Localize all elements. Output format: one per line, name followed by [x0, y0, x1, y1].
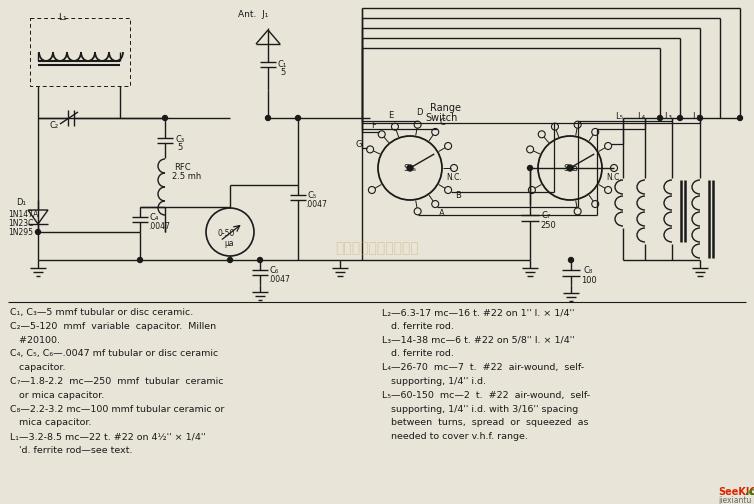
Circle shape [569, 258, 574, 263]
Text: C: C [439, 117, 445, 127]
Text: 100: 100 [581, 276, 596, 285]
Circle shape [678, 115, 682, 120]
Text: μa: μa [224, 239, 234, 248]
Text: Switch: Switch [425, 113, 458, 123]
Text: 1N147A: 1N147A [8, 210, 38, 219]
Circle shape [657, 115, 663, 120]
Text: C₃: C₃ [175, 135, 184, 144]
Text: G: G [356, 140, 363, 149]
Text: capacitor.: capacitor. [10, 363, 66, 372]
Text: C₈—2.2-3.2 mc—100 mmf tubular ceramic or: C₈—2.2-3.2 mc—100 mmf tubular ceramic or [10, 405, 225, 414]
Text: L₂: L₂ [692, 112, 700, 121]
Text: C₆: C₆ [270, 266, 279, 275]
Text: L₃: L₃ [664, 112, 672, 121]
Text: or mica capacitor.: or mica capacitor. [10, 391, 104, 400]
Text: between  turns,  spread  or  squeezed  as: between turns, spread or squeezed as [382, 418, 589, 427]
Text: L₁: L₁ [58, 13, 66, 22]
Circle shape [163, 115, 167, 120]
Text: 0-50: 0-50 [218, 229, 235, 238]
Text: C₂—5-120  mmf  variable  capacitor.  Millen: C₂—5-120 mmf variable capacitor. Millen [10, 322, 216, 331]
Text: L₃—14-38 mc—6 t. #22 on 5/8'' l. × 1/4'': L₃—14-38 mc—6 t. #22 on 5/8'' l. × 1/4'' [382, 336, 575, 345]
Text: supporting, 1/4'' i.d. with 3/16'' spacing: supporting, 1/4'' i.d. with 3/16'' spaci… [382, 405, 578, 414]
Circle shape [137, 258, 143, 263]
Circle shape [737, 115, 743, 120]
Text: L₄: L₄ [637, 112, 645, 121]
Text: supporting, 1/4'' i.d.: supporting, 1/4'' i.d. [382, 377, 486, 386]
Text: C₇—1.8-2.2  mc—250  mmf  tubular  ceramic: C₇—1.8-2.2 mc—250 mmf tubular ceramic [10, 377, 223, 386]
Text: D: D [416, 108, 423, 117]
Text: 250: 250 [540, 221, 556, 230]
Text: Range: Range [430, 103, 461, 113]
Text: 5: 5 [177, 143, 182, 152]
Text: D₁: D₁ [16, 198, 26, 207]
Text: A: A [440, 209, 445, 218]
Text: 5: 5 [280, 68, 285, 77]
Text: L₄—26-70  mc—7  t.  #22  air-wound,  self-: L₄—26-70 mc—7 t. #22 air-wound, self- [382, 363, 584, 372]
Text: N.C.: N.C. [606, 173, 622, 182]
Circle shape [228, 258, 232, 263]
Text: mica capacitor.: mica capacitor. [10, 418, 91, 427]
Text: C₄, C₅, C₆—.0047 mf tubular or disc ceramic: C₄, C₅, C₆—.0047 mf tubular or disc cera… [10, 349, 218, 358]
Text: L₁—3.2-8.5 mc—22 t. #22 on 4½'' × 1/4'': L₁—3.2-8.5 mc—22 t. #22 on 4½'' × 1/4'' [10, 432, 206, 441]
Text: C₁, C₃—5 mmf tubular or disc ceramic.: C₁, C₃—5 mmf tubular or disc ceramic. [10, 308, 193, 317]
Text: 杭州柯睢科技有限公司: 杭州柯睢科技有限公司 [335, 241, 419, 255]
Text: B: B [455, 192, 461, 201]
Text: 1N23C: 1N23C [8, 219, 33, 228]
Text: C₄: C₄ [150, 213, 159, 222]
Text: SeeKIC: SeeKIC [718, 487, 754, 497]
Circle shape [258, 258, 262, 263]
Text: RFC: RFC [174, 163, 191, 172]
Text: .0047: .0047 [148, 222, 170, 231]
Text: C₈: C₈ [583, 266, 592, 275]
Text: S₁в: S₁в [563, 164, 578, 173]
Text: 1N295: 1N295 [8, 228, 33, 237]
Text: N.C.: N.C. [446, 173, 461, 182]
Text: 'd. ferrite rod—see text.: 'd. ferrite rod—see text. [10, 446, 133, 455]
Bar [30, 18, 130, 86]
Text: .com: .com [745, 487, 754, 497]
Text: jiexiantu: jiexiantu [718, 496, 752, 504]
Text: .0047: .0047 [305, 200, 327, 209]
Text: needed to cover v.h.f. range.: needed to cover v.h.f. range. [382, 432, 528, 441]
Text: L₅—60-150  mc—2  t.  #22  air-wound,  self-: L₅—60-150 mc—2 t. #22 air-wound, self- [382, 391, 590, 400]
Text: 2.5 mh: 2.5 mh [172, 172, 201, 181]
Circle shape [296, 115, 301, 120]
Circle shape [528, 165, 532, 170]
Circle shape [697, 115, 703, 120]
Text: d. ferrite rod.: d. ferrite rod. [382, 322, 454, 331]
Text: S₁ₐ: S₁ₐ [403, 164, 416, 173]
Text: Ant.  J₁: Ant. J₁ [238, 10, 268, 19]
Text: C₅: C₅ [307, 191, 316, 200]
Circle shape [567, 165, 573, 171]
Text: L₅: L₅ [615, 112, 623, 121]
Text: C₁: C₁ [278, 60, 287, 69]
Text: C₂: C₂ [50, 121, 59, 130]
Text: d. ferrite rod.: d. ferrite rod. [382, 349, 454, 358]
Text: L₂—6.3-17 mc—16 t. #22 on 1'' l. × 1/4'': L₂—6.3-17 mc—16 t. #22 on 1'' l. × 1/4'' [382, 308, 575, 317]
Text: .0047: .0047 [268, 275, 290, 284]
Text: E: E [388, 111, 394, 120]
Text: F: F [372, 120, 376, 130]
Text: C₇: C₇ [542, 211, 551, 220]
Circle shape [35, 229, 41, 234]
Text: #20100.: #20100. [10, 336, 60, 345]
Circle shape [407, 165, 413, 171]
Circle shape [265, 115, 271, 120]
